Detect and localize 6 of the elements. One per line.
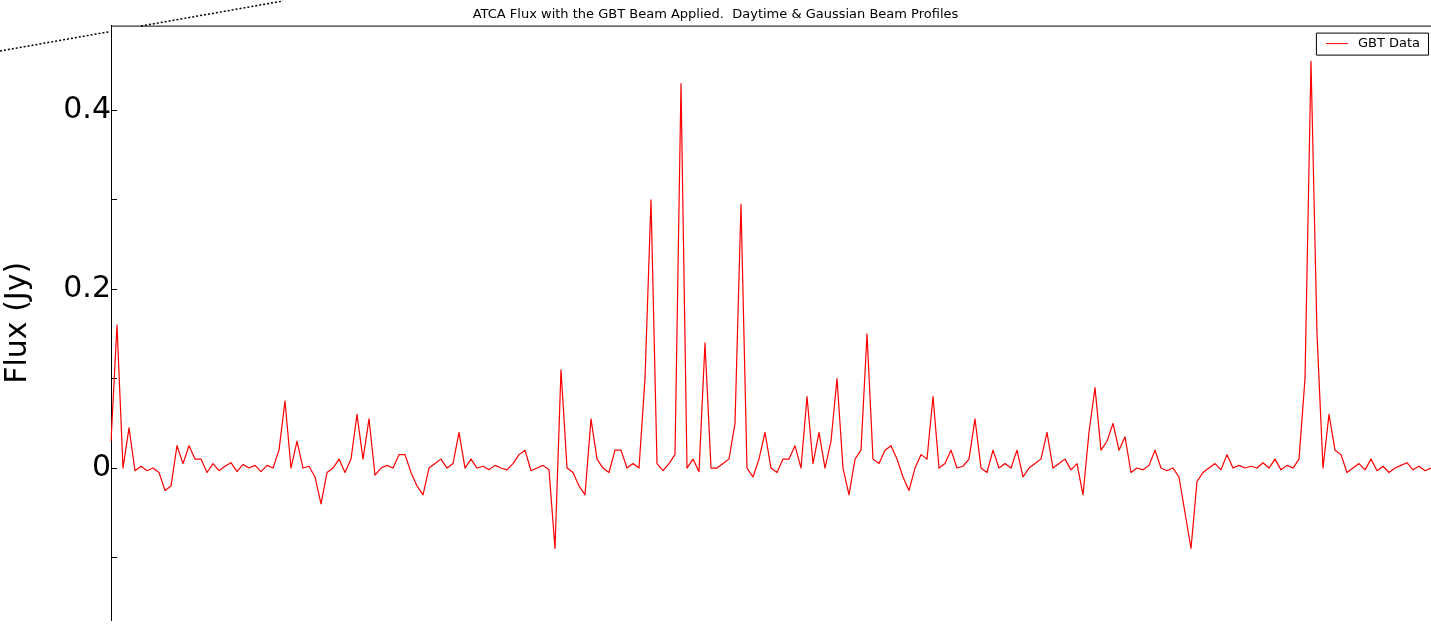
y-tick-label: 0.4 (63, 90, 111, 126)
y-tick-label: 0 (91, 447, 111, 483)
chart-title: ATCA Flux with the GBT Beam Applied. Daytime & Gaussian Beam Profiles (472, 6, 959, 22)
y-tick-label: 0.2 (63, 269, 111, 305)
y-axis-title: Flux (Jy) (0, 261, 33, 384)
legend-label: GBT Data (1357, 34, 1420, 50)
